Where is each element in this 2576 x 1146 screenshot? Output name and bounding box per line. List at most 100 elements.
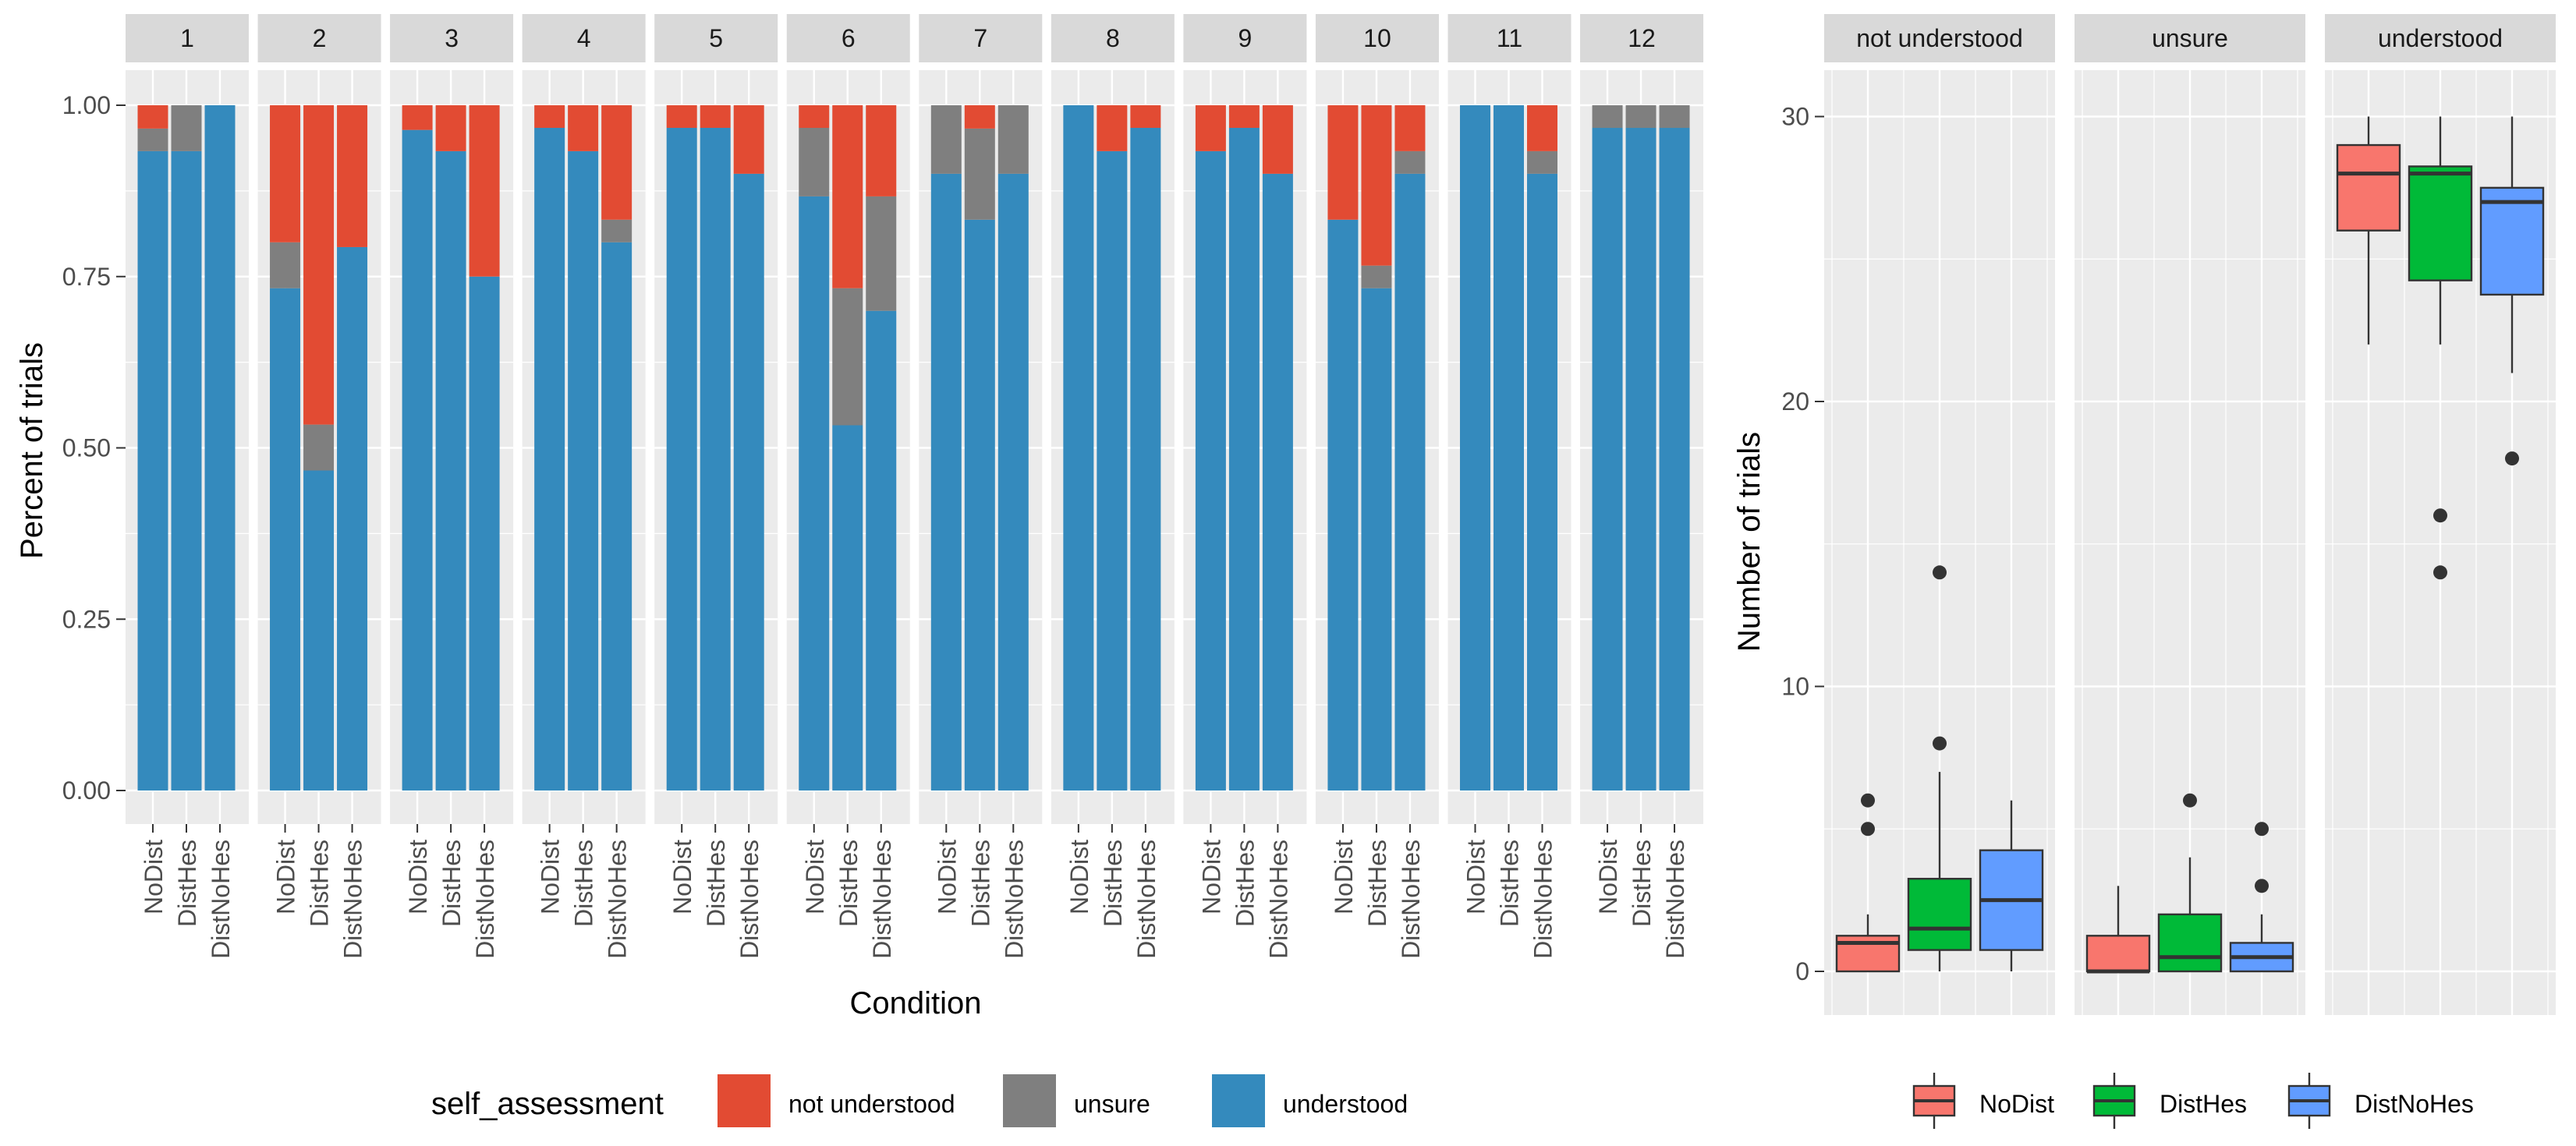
box-NoDist [1835, 793, 1901, 973]
bar-segment-understood [171, 150, 202, 791]
bar-segment-not-understood [733, 105, 764, 174]
outlier-point [2433, 565, 2447, 580]
box-iqr [2157, 913, 2223, 973]
bar-segment-unsure [1527, 150, 1557, 174]
x-tick-label: DistHes [173, 840, 201, 927]
bar-segment-understood [435, 150, 466, 791]
bar-segment-not-understood [137, 105, 168, 129]
facet-strip-label: 4 [577, 24, 591, 52]
bar-segment-understood [303, 470, 335, 791]
x-tick-label: DistNoHes [1529, 840, 1557, 959]
bar-segment-understood [1527, 173, 1557, 791]
y-tick-label: 0.00 [62, 776, 111, 805]
facet-panel-12: 12 NoDist DistHes DistNoHes [1580, 14, 1704, 959]
outlier-point [2255, 879, 2269, 893]
facet-strip [1580, 14, 1704, 62]
facet-strip [1183, 14, 1307, 62]
bar-segment-understood [832, 425, 863, 791]
bar-segment-understood [1592, 128, 1623, 791]
outlier-point [1861, 793, 1875, 808]
legend-label: DistNoHes [2355, 1090, 2474, 1118]
y-tick-label: 30 [1781, 103, 1809, 131]
box-iqr [2085, 935, 2151, 973]
bar-segment-understood [666, 128, 697, 791]
x-tick-label: DistHes [306, 840, 334, 927]
bar-segment-understood [1625, 128, 1657, 791]
left-x-axis-title: Condition [849, 986, 981, 1020]
facet-strip [2075, 14, 2305, 62]
bar-segment-not-understood [1527, 105, 1557, 151]
legend-label: NoDist [1979, 1090, 2054, 1118]
facet-panel-11: 11 NoDist DistHes DistNoHes [1447, 14, 1571, 959]
facet-strip [1315, 14, 1439, 62]
x-tick-label: DistNoHes [604, 840, 632, 959]
x-tick-label: DistHes [966, 840, 994, 927]
x-tick-label: NoDist [537, 840, 565, 914]
bar-segment-understood [402, 129, 433, 791]
facet-strip [257, 14, 381, 62]
bar-segment-understood [534, 128, 565, 791]
bar-segment-understood [799, 196, 830, 791]
outlier-point [1861, 822, 1875, 837]
legend-title: self_assessment [431, 1087, 664, 1121]
legend-key-understood [1212, 1074, 1265, 1127]
facet-strip-label: unsure [2152, 24, 2228, 52]
box-iqr [2336, 143, 2401, 232]
x-tick-label: NoDist [801, 840, 829, 914]
x-tick-label: NoDist [1065, 840, 1093, 914]
bar-segment-unsure [930, 105, 962, 174]
boxplot-chart: not understood unsure understood 0 10 20 30 [1781, 14, 2556, 1015]
bar-segment-not-understood [1130, 105, 1161, 129]
bar-segment-unsure [866, 196, 897, 311]
bar-segment-not-understood [866, 105, 897, 196]
x-tick-label: NoDist [140, 840, 168, 914]
facet-strip [1051, 14, 1175, 62]
facet-panel-2: 2 NoDist DistHes DistNoHes [257, 14, 381, 959]
bar-segment-understood [1228, 128, 1260, 791]
bar-segment-unsure [1592, 105, 1623, 129]
facet-strip-label: 7 [973, 24, 987, 52]
outlier-point [2255, 822, 2269, 837]
facet-strip-label: 8 [1106, 24, 1120, 52]
x-tick-label: DistNoHes [868, 840, 896, 959]
facet-strip [786, 14, 910, 62]
bar-segment-not-understood [337, 105, 368, 247]
x-tick-label: NoDist [1462, 840, 1490, 914]
legend-key-DistHes: DistHes [2092, 1073, 2247, 1129]
x-tick-label: DistHes [438, 840, 466, 927]
bar-segment-understood [1460, 105, 1490, 791]
facet-strip-label: 3 [445, 24, 459, 52]
facet-strip [390, 14, 514, 62]
bar-segment-understood [997, 173, 1029, 791]
left-y-axis-title: Percent of trials [15, 342, 49, 559]
x-tick-label: DistHes [1628, 840, 1656, 927]
legend-label: not understood [788, 1090, 955, 1118]
bar-segment-not-understood [1327, 105, 1359, 220]
x-tick-label: DistNoHes [1000, 840, 1028, 959]
x-tick-label: NoDist [933, 840, 961, 914]
bar-segment-understood [270, 288, 301, 791]
x-tick-label: NoDist [1594, 840, 1622, 914]
outlier-point [2183, 793, 2197, 808]
bar-segment-not-understood [700, 105, 731, 129]
y-tick-label: 1.00 [62, 91, 111, 119]
x-tick-label: NoDist [272, 840, 300, 914]
box-DistNoHes [2229, 822, 2294, 973]
legend-label: understood [1283, 1090, 1408, 1118]
facet-panel-not-understood: not understood [1824, 14, 2055, 1015]
bar-segment-understood [1097, 150, 1128, 791]
facet-strip [2325, 14, 2556, 62]
bar-segment-not-understood [534, 105, 565, 129]
facet-panel-5: 5 NoDist DistHes DistNoHes [654, 14, 778, 959]
bar-segment-understood [1262, 173, 1293, 791]
bar-segment-understood [1394, 173, 1426, 791]
bar-segment-understood [1063, 105, 1094, 791]
bar-segment-not-understood [1195, 105, 1226, 151]
legend-label: unsure [1074, 1090, 1150, 1118]
bar-segment-unsure [1394, 150, 1426, 174]
facet-strip-label: 6 [842, 24, 856, 52]
x-tick-label: DistNoHes [1132, 840, 1160, 959]
x-tick-label: DistHes [1363, 840, 1391, 927]
